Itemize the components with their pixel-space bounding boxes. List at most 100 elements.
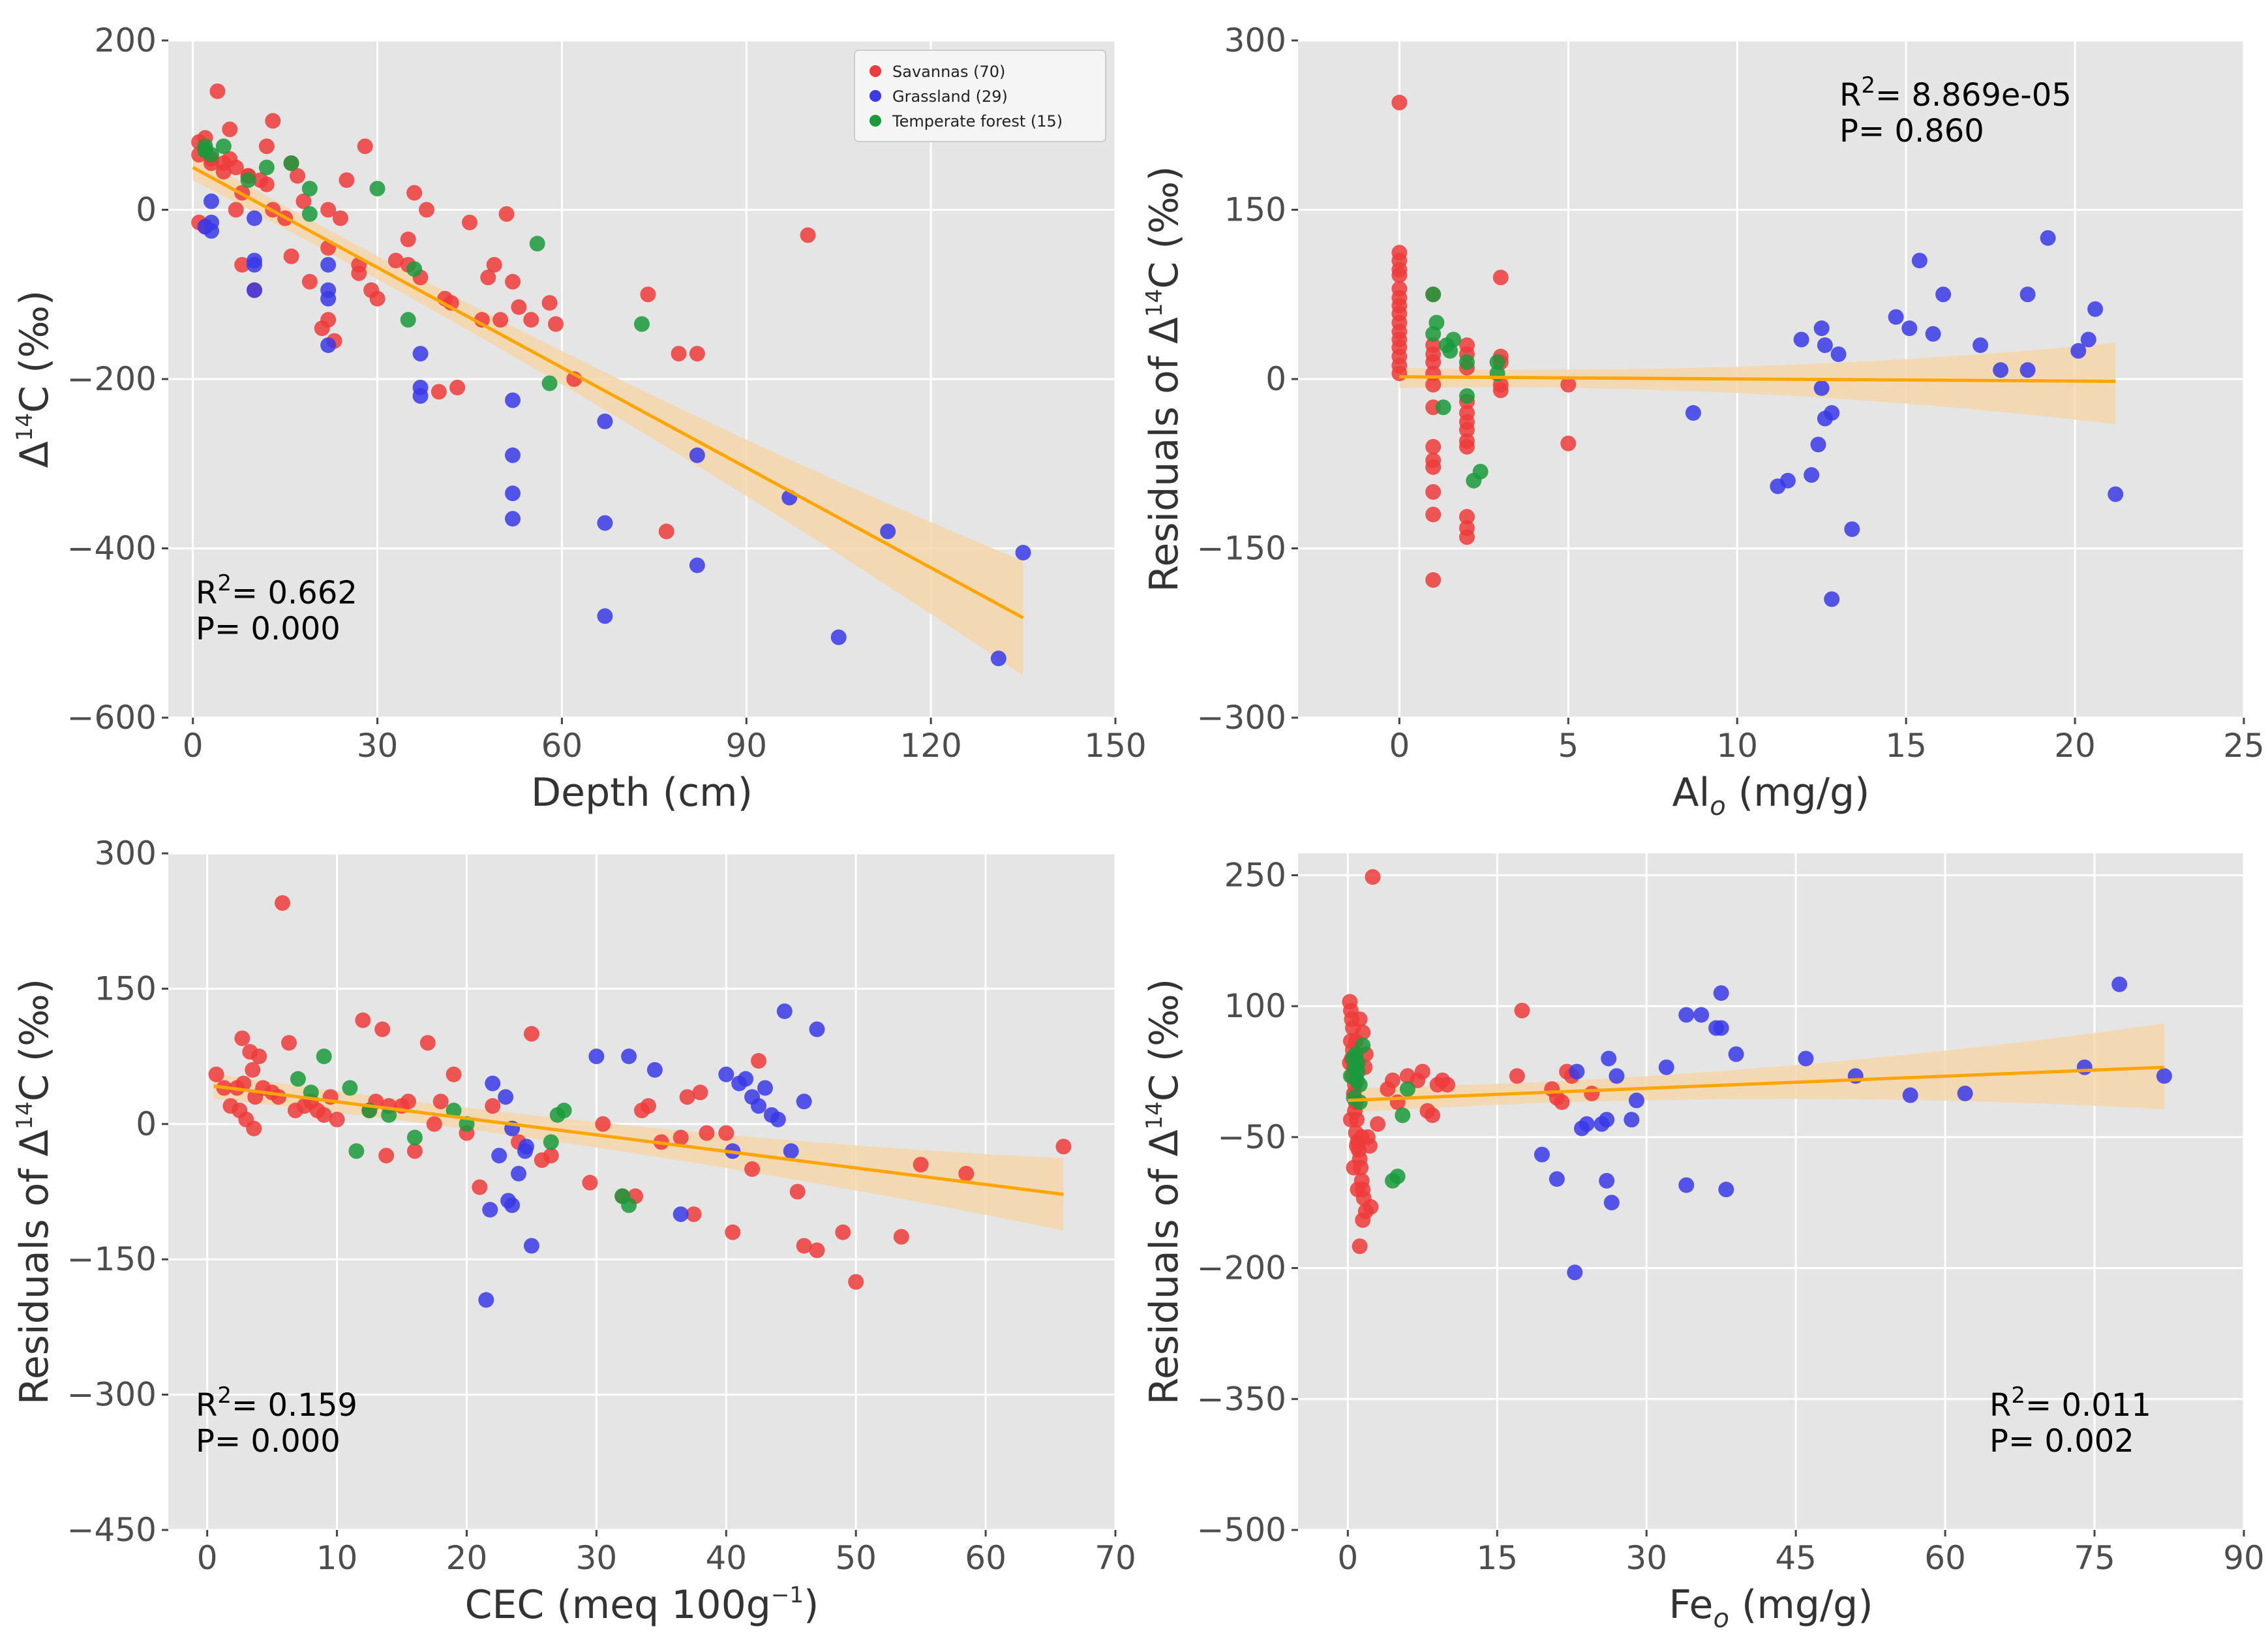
fit-line-alo bbox=[1399, 375, 2116, 383]
x-tick-label-alo-5: 25 bbox=[2223, 727, 2265, 765]
x-tick-label-depth-3: 90 bbox=[725, 727, 767, 765]
point-alo-grassland-21 bbox=[2019, 286, 2036, 303]
point-feo-grassland-29 bbox=[1599, 1112, 1615, 1128]
point-cec-savannas-55 bbox=[699, 1125, 715, 1141]
x-tick-label-alo-3: 15 bbox=[1885, 727, 1927, 765]
x-tick-label-cec-0: 0 bbox=[197, 1539, 218, 1577]
p-value-cec: P= 0.000 bbox=[196, 1423, 340, 1459]
r-squared-depth: R2= 0.662 bbox=[196, 570, 357, 611]
point-depth-savannas-7 bbox=[215, 164, 232, 180]
point-cec-savannas-5 bbox=[234, 1030, 250, 1047]
point-cec-savannas-66 bbox=[913, 1157, 929, 1173]
point-depth-savannas-21 bbox=[283, 248, 299, 264]
point-depth-savannas-22 bbox=[290, 168, 305, 184]
point-depth-temperate-forest-3 bbox=[240, 172, 256, 189]
point-feo-grassland-26 bbox=[2076, 1059, 2093, 1075]
point-depth-savannas-57 bbox=[658, 523, 674, 540]
point-alo-savannas-47 bbox=[1560, 435, 1577, 451]
x-tick-label-depth-4: 120 bbox=[900, 727, 961, 765]
point-feo-savannas-43 bbox=[1439, 1077, 1455, 1093]
y-tick-label-cec-0: −450 bbox=[67, 1511, 157, 1549]
point-cec-savannas-39 bbox=[472, 1179, 488, 1195]
y-tick-label-depth-0: −600 bbox=[67, 699, 157, 737]
point-feo-savannas-34 bbox=[1385, 1072, 1400, 1088]
x-tick-label-cec-6: 60 bbox=[965, 1539, 1006, 1577]
point-feo-grassland-9 bbox=[1603, 1195, 1620, 1211]
panel-depth: 0 30 60 90 120 150 −600 −400 −200 0 200 Depth (cm)… bbox=[12, 22, 1147, 816]
point-depth-savannas-45 bbox=[462, 214, 477, 230]
point-alo-grassland-11 bbox=[1824, 591, 1840, 607]
point-depth-grassland-28 bbox=[204, 214, 219, 230]
point-feo-savannas-32 bbox=[1370, 1116, 1386, 1132]
point-feo-savannas-56 bbox=[1353, 1129, 1370, 1145]
ticks-feo: 0 15 30 45 60 75 90 −500 −350 −200 −50 100 250 bbox=[1197, 856, 2265, 1577]
x-tick-label-alo-0: 0 bbox=[1389, 727, 1410, 765]
point-cec-savannas-35 bbox=[426, 1116, 442, 1132]
point-cec-grassland-14 bbox=[718, 1066, 734, 1082]
y-tick-label-depth-2: −200 bbox=[67, 360, 157, 398]
point-alo-savannas-26 bbox=[1425, 484, 1442, 500]
point-alo-grassland-4 bbox=[1804, 467, 1820, 483]
point-depth-savannas-56 bbox=[640, 286, 656, 303]
point-depth-savannas-40 bbox=[419, 202, 434, 218]
x-tick-label-feo-3: 45 bbox=[1775, 1539, 1817, 1577]
points-feo bbox=[1342, 869, 2172, 1281]
point-cec-temperate-forest-6 bbox=[381, 1107, 397, 1123]
point-cec-savannas-45 bbox=[582, 1174, 598, 1191]
legend-dot-grassland bbox=[869, 90, 881, 102]
x-tick-label-feo-5: 75 bbox=[2074, 1539, 2115, 1577]
point-cec-savannas-67 bbox=[958, 1165, 975, 1182]
point-depth-savannas-13 bbox=[234, 256, 250, 273]
y-axis-label-depth: Δ14C (‰) bbox=[12, 290, 57, 468]
point-depth-grassland-25 bbox=[880, 523, 896, 540]
point-cec-grassland-12 bbox=[646, 1062, 663, 1078]
point-cec-savannas-58 bbox=[744, 1161, 761, 1177]
point-cec-savannas-9 bbox=[245, 1062, 261, 1078]
legend: Savannas (70) Grassland (29) Temperate f… bbox=[854, 50, 1106, 142]
x-tick-label-cec-2: 20 bbox=[446, 1539, 488, 1577]
point-depth-grassland-26 bbox=[990, 650, 1006, 667]
point-cec-temperate-forest-8 bbox=[446, 1103, 462, 1119]
point-feo-savannas-54 bbox=[1346, 1159, 1362, 1176]
x-tick-label-feo-4: 60 bbox=[1924, 1539, 1966, 1577]
plot-area-feo bbox=[1298, 853, 2244, 1530]
point-feo-savannas-30 bbox=[1363, 1199, 1379, 1215]
point-depth-grassland-2 bbox=[204, 193, 219, 209]
point-depth-grassland-19 bbox=[597, 515, 613, 531]
point-alo-temperate-forest-5 bbox=[1445, 331, 1462, 348]
point-depth-temperate-forest-13 bbox=[634, 316, 650, 332]
point-depth-temperate-forest-7 bbox=[301, 181, 318, 197]
point-alo-savannas-15 bbox=[1391, 365, 1408, 382]
ticks-cec: 0 10 20 30 40 50 60 70 −450 −300 −150 0 150 300 bbox=[67, 834, 1136, 1577]
point-alo-savannas-45 bbox=[1492, 382, 1509, 399]
point-depth-temperate-forest-11 bbox=[529, 236, 545, 252]
point-alo-grassland-24 bbox=[2070, 343, 2087, 359]
point-cec-grassland-24 bbox=[783, 1143, 799, 1159]
point-feo-savannas-31 bbox=[1365, 869, 1381, 885]
point-alo-savannas-21 bbox=[1425, 376, 1442, 393]
point-alo-grassland-27 bbox=[2108, 486, 2124, 502]
gridlines-feo bbox=[1298, 853, 2245, 1531]
point-cec-temperate-forest-0 bbox=[290, 1071, 306, 1087]
point-cec-grassland-20 bbox=[757, 1080, 773, 1096]
point-depth-savannas-19 bbox=[265, 113, 281, 129]
point-feo-savannas-53 bbox=[1342, 1112, 1359, 1128]
point-depth-savannas-68 bbox=[387, 252, 404, 269]
point-alo-grassland-6 bbox=[1813, 320, 1830, 337]
point-cec-grassland-0 bbox=[478, 1292, 494, 1308]
point-feo-grassland-24 bbox=[1902, 1087, 1918, 1103]
point-feo-grassland-22 bbox=[1798, 1050, 1814, 1067]
point-depth-savannas-46 bbox=[480, 269, 496, 286]
point-cec-savannas-34 bbox=[419, 1035, 436, 1051]
point-depth-savannas-23 bbox=[295, 193, 312, 209]
point-cec-temperate-forest-4 bbox=[348, 1143, 365, 1159]
point-cec-grassland-27 bbox=[518, 1138, 534, 1155]
point-feo-temperate-forest-9 bbox=[1389, 1169, 1406, 1185]
point-cec-temperate-forest-7 bbox=[406, 1129, 423, 1146]
ticks-depth: 0 30 60 90 120 150 −600 −400 −200 0 200 bbox=[67, 22, 1147, 765]
point-feo-savannas-23 bbox=[1355, 1212, 1371, 1228]
stats-box-depth: R2= 0.662 P= 0.000 bbox=[196, 570, 357, 647]
point-depth-grassland-21 bbox=[689, 447, 705, 463]
point-cec-temperate-forest-3 bbox=[342, 1080, 358, 1096]
